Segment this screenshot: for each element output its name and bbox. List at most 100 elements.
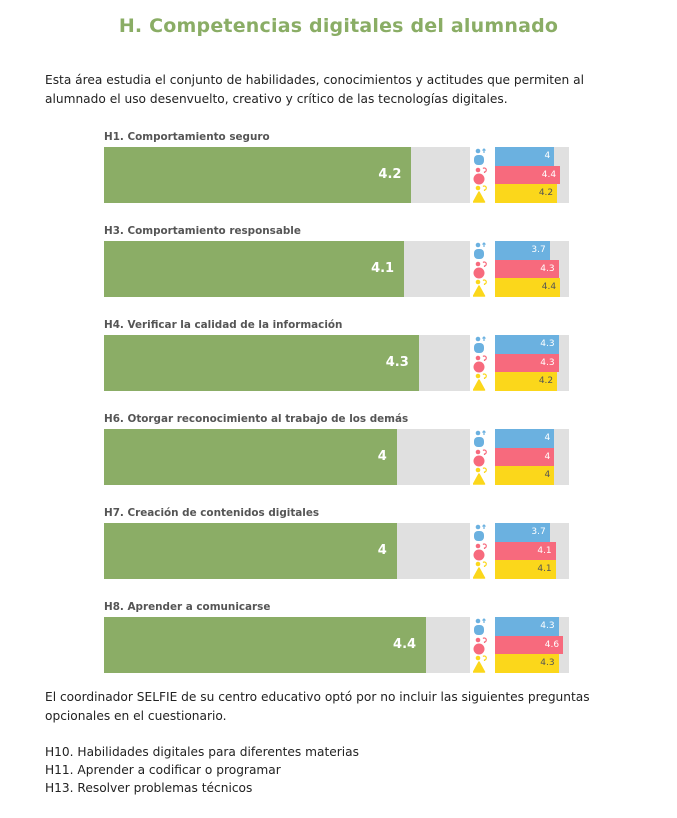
overall-value: 4.1 [371, 261, 395, 276]
teachers-bar: 4 [495, 447, 555, 467]
overall-bar: 4 [104, 429, 397, 485]
overall-value: 4 [377, 543, 387, 558]
group-breakdown: 3.7 4.3 4.4 [472, 241, 570, 298]
students-bar-track: 4.4 [495, 278, 569, 298]
teachers-bar: 4.4 [495, 165, 561, 185]
question-label: H7. Creación de contenidos digitales [104, 507, 320, 519]
group-breakdown: 4.3 4.6 4.3 [472, 617, 570, 674]
teachers-icon [473, 354, 491, 373]
question-row: H6. Otorgar reconocimiento al trabajo de… [104, 413, 574, 493]
school-leaders-bar: 4 [495, 429, 555, 448]
students-bar-track: 4 [495, 466, 569, 486]
students-icon [472, 372, 491, 392]
overall-bar: 4.1 [104, 241, 405, 297]
students-bar: 4.1 [495, 560, 556, 580]
students-row: 4.2 [472, 372, 570, 392]
teachers-icon [473, 636, 491, 655]
school-leaders-icon [473, 335, 491, 354]
teachers-bar-track: 4 [495, 447, 569, 467]
overall-bar-track: 4.1 [104, 241, 470, 297]
school-leaders-bar-track: 4.3 [495, 335, 569, 354]
question-row: H1. Comportamiento seguro 4.2 4 4.4 4.2 [104, 131, 574, 211]
students-bar: 4 [495, 466, 555, 486]
teachers-value: 4.6 [544, 639, 560, 650]
students-icon [472, 184, 491, 204]
question-label: H6. Otorgar reconocimiento al trabajo de… [104, 413, 409, 425]
school-leaders-row: 4 [473, 429, 570, 448]
school-leaders-icon [473, 147, 491, 166]
school-leaders-value: 4.3 [540, 621, 555, 631]
optional-questions-note: El coordinador SELFIE de su centro educa… [45, 690, 590, 723]
overall-bar: 4 [104, 523, 397, 579]
teachers-icon [473, 542, 491, 561]
students-icon [472, 560, 491, 580]
school-leaders-value: 4 [544, 151, 551, 161]
teachers-value: 4.3 [540, 357, 555, 368]
students-bar-track: 4.1 [495, 560, 569, 580]
overall-bar: 4.4 [104, 617, 427, 673]
question-label: H8. Aprender a comunicarse [104, 601, 271, 613]
group-breakdown: 4 4.4 4.2 [472, 147, 570, 204]
students-bar-track: 4.3 [495, 654, 569, 674]
question-row: H8. Aprender a comunicarse 4.4 4.3 4.6 4.3 [104, 601, 574, 681]
school-leaders-bar: 4 [495, 147, 555, 166]
teachers-bar-track: 4.4 [495, 165, 569, 185]
students-icon [472, 466, 491, 486]
overall-bar: 4.2 [104, 147, 412, 203]
students-bar: 4.3 [495, 654, 559, 674]
students-value: 4.4 [541, 282, 557, 293]
school-leaders-bar-track: 4 [495, 429, 569, 448]
students-row: 4.1 [472, 560, 570, 580]
section-intro: Esta área estudia el conjunto de habilid… [45, 73, 584, 106]
teachers-icon [473, 260, 491, 279]
overall-value: 4.2 [378, 167, 402, 182]
overall-bar-track: 4 [104, 523, 470, 579]
question-row: H3. Comportamiento responsable 4.1 3.7 4.3 4… [104, 225, 574, 305]
omitted-questions-list: H10. Habilidades digitales para diferent… [45, 743, 359, 797]
teachers-row: 4 [473, 447, 570, 467]
school-leaders-value: 3.7 [531, 245, 546, 255]
teachers-row: 4.3 [473, 259, 570, 279]
overall-value: 4.3 [385, 355, 409, 370]
omitted-question: H11. Aprender a codificar o programar [45, 763, 281, 777]
school-leaders-value: 4 [544, 433, 551, 443]
students-row: 4.3 [472, 654, 570, 674]
teachers-bar: 4.3 [495, 259, 559, 279]
teachers-icon [473, 166, 491, 185]
school-leaders-bar: 3.7 [495, 241, 550, 260]
school-leaders-value: 3.7 [531, 527, 546, 537]
teachers-row: 4.1 [473, 541, 570, 561]
overall-bar: 4.3 [104, 335, 419, 391]
teachers-value: 4 [544, 451, 551, 462]
group-breakdown: 4 4 4 [472, 429, 570, 486]
students-icon [472, 278, 491, 298]
school-leaders-bar: 3.7 [495, 523, 550, 542]
students-value: 4.1 [537, 564, 552, 575]
students-value: 4.2 [538, 376, 554, 387]
teachers-row: 4.6 [473, 635, 570, 655]
teachers-row: 4.3 [473, 353, 570, 373]
teachers-icon [473, 448, 491, 467]
group-breakdown: 3.7 4.1 4.1 [472, 523, 570, 580]
school-leaders-bar: 4.3 [495, 617, 559, 636]
overall-bar-track: 4 [104, 429, 470, 485]
students-bar: 4.2 [495, 184, 558, 204]
school-leaders-icon [473, 241, 491, 260]
school-leaders-bar: 4.3 [495, 335, 559, 354]
teachers-row: 4.4 [473, 165, 570, 185]
students-bar-track: 4.2 [495, 184, 569, 204]
students-icon [472, 654, 491, 674]
students-row: 4 [472, 466, 570, 486]
school-leaders-bar-track: 4 [495, 147, 569, 166]
teachers-bar-track: 4.3 [495, 259, 569, 279]
question-label: H1. Comportamiento seguro [104, 131, 270, 143]
school-leaders-row: 4 [473, 147, 570, 166]
students-value: 4.2 [538, 188, 554, 199]
section-title: H. Competencias digitales del alumnado [118, 15, 559, 37]
teachers-bar-track: 4.1 [495, 541, 569, 561]
overall-value: 4.4 [393, 637, 417, 652]
students-bar: 4.4 [495, 278, 561, 298]
students-value: 4 [544, 470, 551, 481]
students-bar: 4.2 [495, 372, 558, 392]
teachers-bar: 4.1 [495, 541, 556, 561]
